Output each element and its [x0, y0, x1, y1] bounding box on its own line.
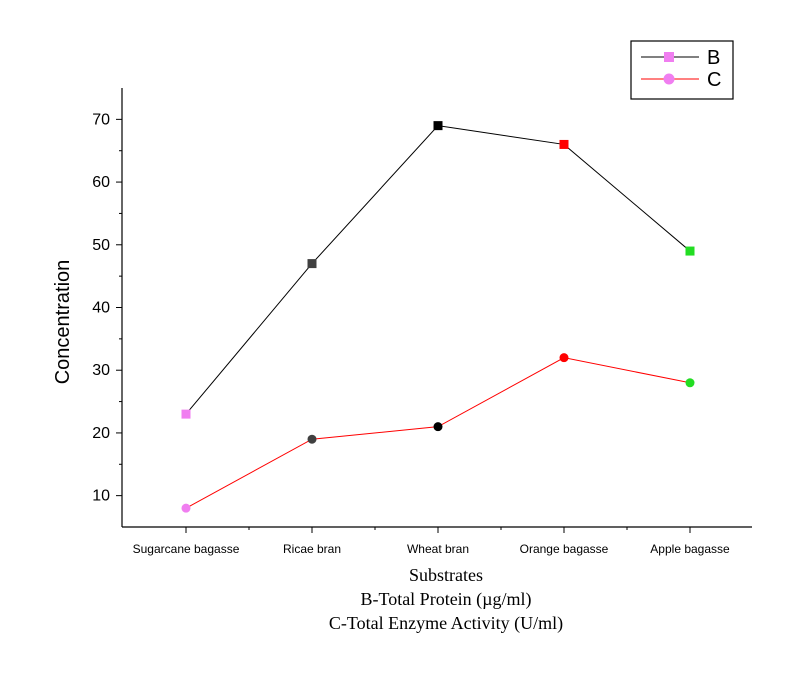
- data-point-b: [433, 121, 443, 131]
- x-tick-label: Wheat bran: [407, 542, 469, 556]
- data-point-b: [307, 259, 317, 269]
- y-tick-label: 30: [92, 362, 110, 379]
- data-point-c: [181, 503, 191, 513]
- legend-label-b: B: [707, 47, 720, 69]
- series-lines: [185, 125, 691, 509]
- series-line-c: [185, 357, 691, 509]
- series-line-b: [185, 125, 691, 415]
- series-markers: [181, 121, 695, 513]
- axes: [121, 88, 752, 528]
- x-tick-label: Sugarcane bagasse: [133, 542, 240, 556]
- y-tick-label: 40: [92, 300, 110, 317]
- legend-marker-b: [664, 52, 674, 62]
- data-point-b: [181, 409, 191, 419]
- x-tick-label: Ricae bran: [283, 542, 341, 556]
- y-axis-label: Concentration: [52, 260, 74, 385]
- y-tick-label: 50: [92, 237, 110, 254]
- x-axis-label: Substrates: [409, 565, 483, 585]
- data-point-c: [433, 422, 443, 432]
- legend-label-c: C: [707, 69, 721, 91]
- y-tick-label: 70: [92, 111, 110, 128]
- x-ticks: Sugarcane bagasse Ricae bran Wheat bran Ora…: [133, 527, 730, 556]
- y-tick-label: 10: [92, 488, 110, 505]
- data-point-c: [685, 378, 695, 388]
- legend-marker-c: [663, 73, 675, 85]
- y-ticks: 10 20 30 40 50 60 70: [92, 111, 122, 505]
- data-point-b: [559, 139, 569, 149]
- data-point-c: [307, 434, 317, 444]
- x-tick-label: Orange bagasse: [520, 542, 609, 556]
- caption-c: C-Total Enzyme Activity (U/ml): [329, 613, 563, 634]
- y-tick-label: 60: [92, 174, 110, 191]
- legend-box: [630, 40, 734, 100]
- x-tick-label: Apple bagasse: [650, 542, 730, 556]
- data-point-b: [685, 246, 695, 256]
- legend: BC: [630, 40, 734, 100]
- caption-b: B-Total Protein (µg/ml): [360, 589, 531, 610]
- y-tick-label: 20: [92, 425, 110, 442]
- data-point-c: [559, 353, 569, 363]
